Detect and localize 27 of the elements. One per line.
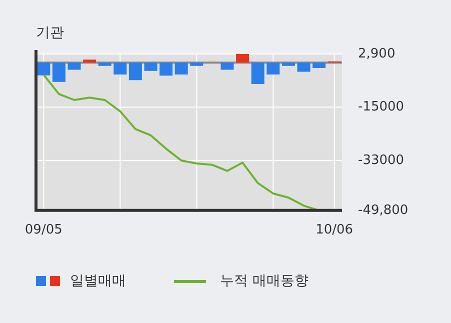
y-tick-label: -15000 bbox=[358, 100, 404, 114]
bar bbox=[266, 62, 280, 74]
bar bbox=[68, 62, 81, 70]
legend-label: 누적 매매동향 bbox=[220, 272, 308, 290]
legend-label: 일별매매 bbox=[70, 272, 126, 290]
y-tick-label: 2,900 bbox=[358, 46, 396, 62]
bar bbox=[236, 54, 250, 63]
x-tick-label: 09/05 bbox=[24, 222, 62, 238]
bar bbox=[220, 62, 234, 70]
bar bbox=[251, 62, 264, 84]
bar bbox=[144, 62, 158, 71]
x-tick-label: 10/06 bbox=[316, 222, 354, 238]
y-tick-label: -33000 bbox=[358, 152, 404, 168]
y-tick-label: -49,800 bbox=[358, 202, 408, 218]
chart-title: 기관 bbox=[36, 24, 64, 42]
bar bbox=[312, 62, 326, 68]
bar bbox=[128, 62, 142, 80]
bar bbox=[190, 62, 204, 66]
bar bbox=[37, 62, 50, 76]
bar bbox=[297, 62, 310, 72]
bar bbox=[83, 60, 96, 63]
bar bbox=[174, 62, 188, 74]
bar bbox=[52, 62, 66, 82]
bar bbox=[114, 62, 127, 74]
bar bbox=[98, 62, 112, 66]
bar bbox=[160, 62, 173, 76]
bar bbox=[282, 62, 295, 66]
